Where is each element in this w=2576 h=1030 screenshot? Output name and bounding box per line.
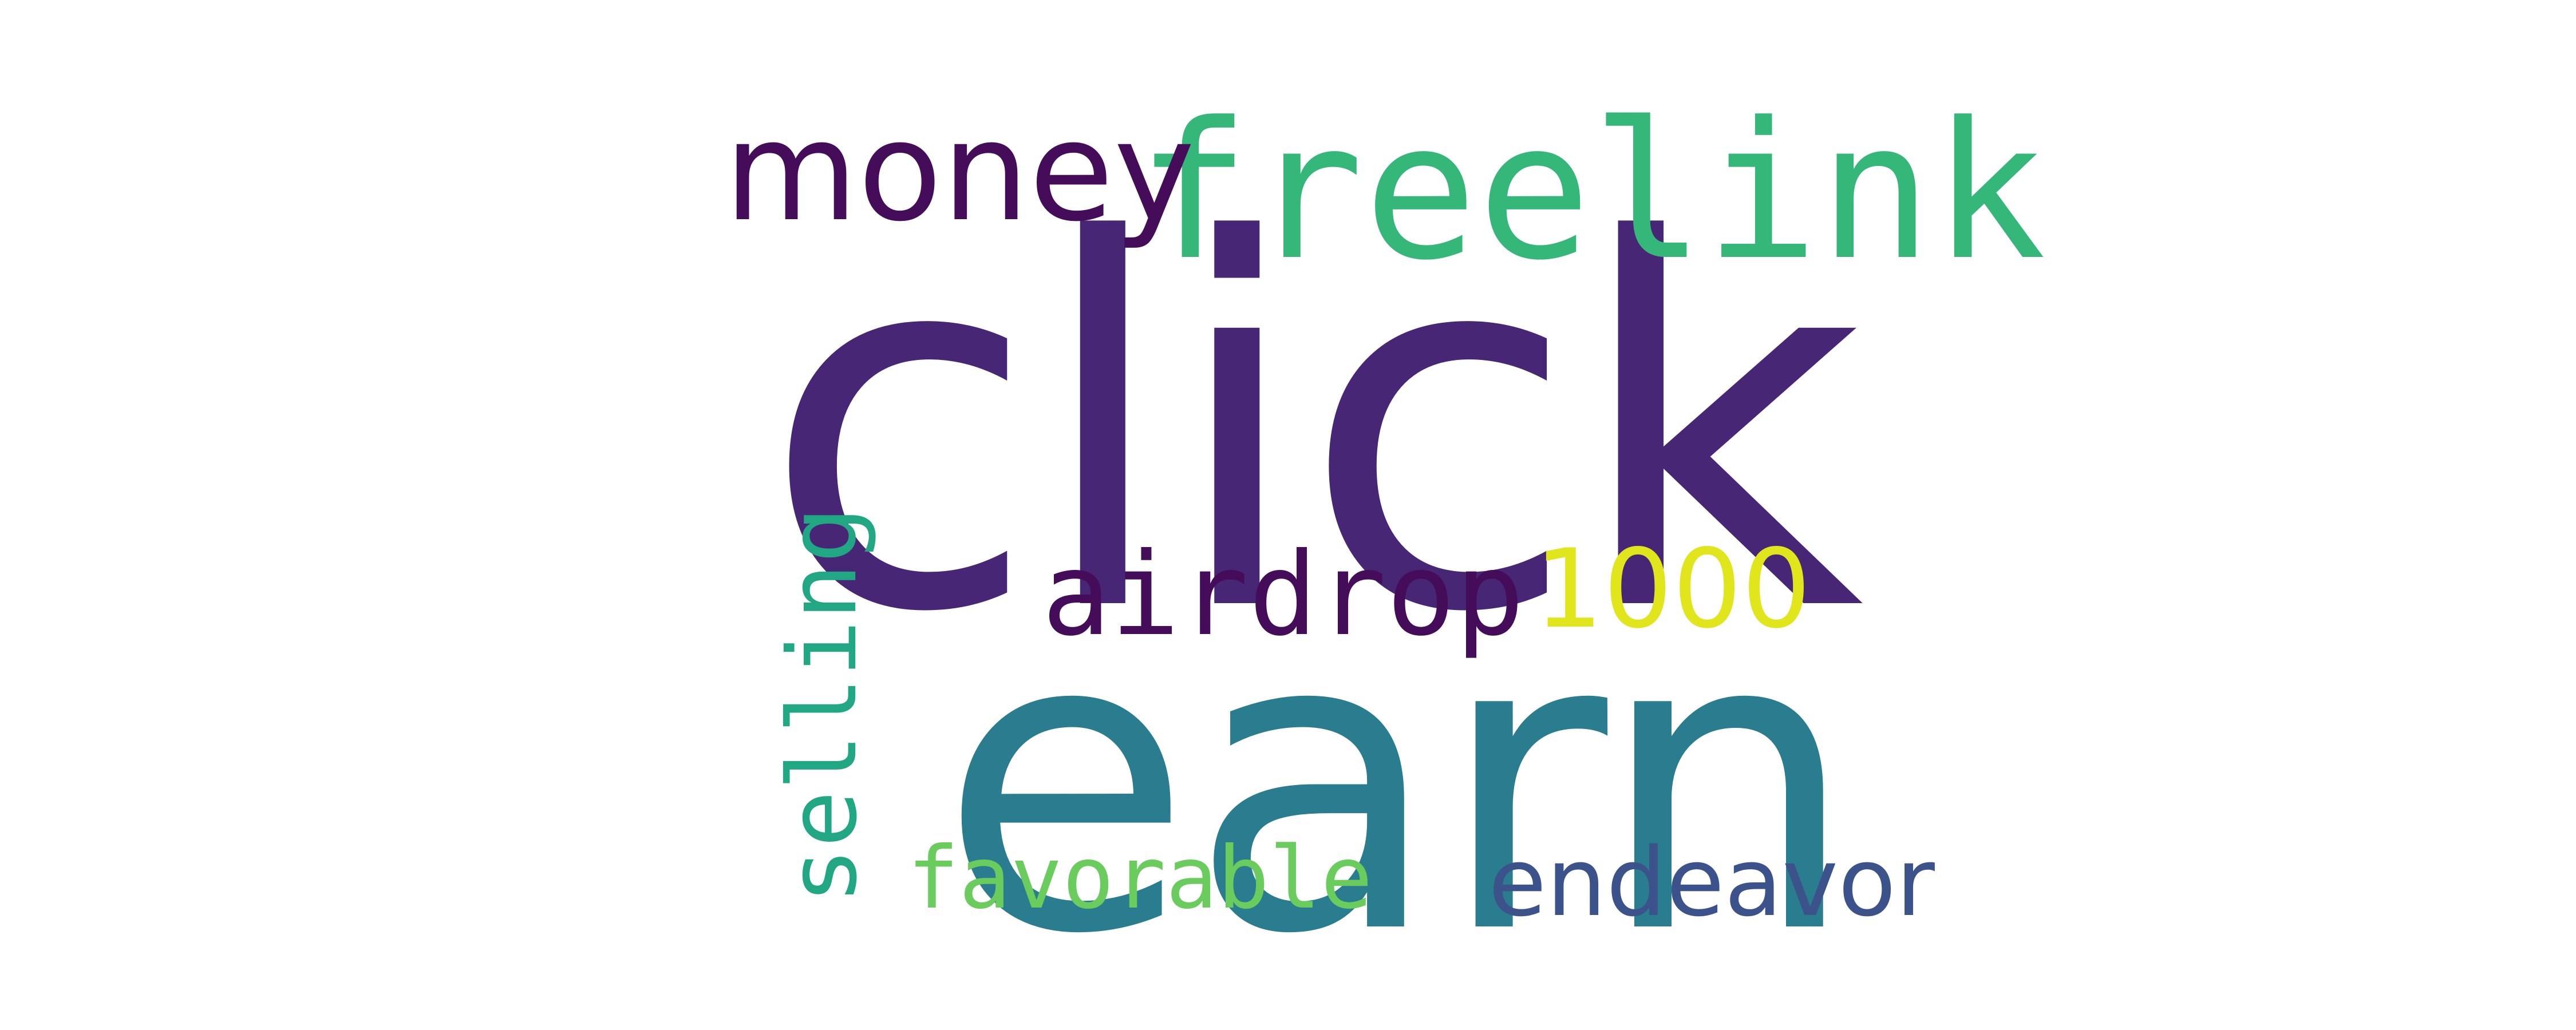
word-favorable: favorable <box>907 829 1373 928</box>
word-click: click <box>761 136 1864 722</box>
word-freelink: freelink <box>1136 82 2046 302</box>
word-earn: earn <box>939 544 1858 1024</box>
word-money: money <box>724 92 1195 252</box>
word-endeavor: endeavor <box>1488 827 1935 937</box>
word-airdrop: airdrop <box>1042 528 1524 661</box>
word-selling: selling <box>768 506 878 905</box>
word-1000: 1000 <box>1534 526 1811 652</box>
